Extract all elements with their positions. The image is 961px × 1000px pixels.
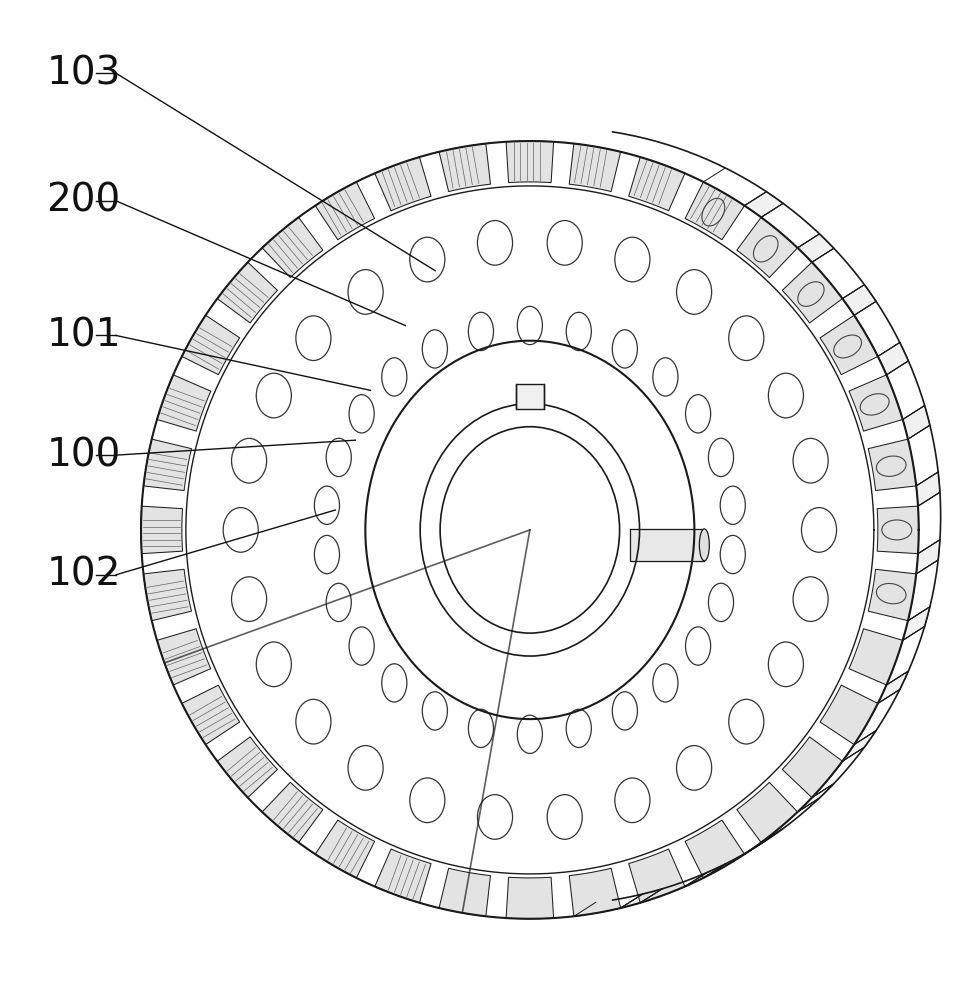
Text: 101: 101 — [46, 316, 121, 354]
Polygon shape — [375, 157, 431, 211]
Polygon shape — [877, 342, 908, 375]
Polygon shape — [798, 234, 834, 262]
Text: 102: 102 — [46, 556, 121, 594]
Polygon shape — [439, 144, 490, 192]
Polygon shape — [745, 192, 783, 217]
Polygon shape — [439, 868, 490, 916]
Polygon shape — [628, 849, 685, 903]
Polygon shape — [262, 217, 323, 277]
Polygon shape — [820, 685, 877, 745]
Polygon shape — [506, 141, 554, 183]
Polygon shape — [569, 144, 621, 192]
Polygon shape — [820, 315, 877, 375]
Polygon shape — [141, 141, 919, 919]
Polygon shape — [737, 782, 798, 843]
Polygon shape — [843, 731, 876, 761]
Polygon shape — [685, 820, 745, 878]
Polygon shape — [916, 472, 940, 506]
Polygon shape — [628, 157, 685, 211]
Polygon shape — [745, 829, 783, 854]
Polygon shape — [315, 820, 375, 878]
Polygon shape — [157, 375, 210, 431]
Polygon shape — [843, 285, 876, 315]
Polygon shape — [916, 540, 940, 574]
Polygon shape — [262, 782, 323, 843]
Polygon shape — [157, 629, 210, 685]
Polygon shape — [621, 889, 662, 908]
Polygon shape — [782, 262, 843, 323]
Polygon shape — [849, 375, 902, 431]
Polygon shape — [798, 784, 834, 812]
Polygon shape — [737, 217, 798, 277]
Polygon shape — [782, 737, 843, 798]
Polygon shape — [569, 868, 621, 916]
Polygon shape — [902, 607, 930, 640]
Polygon shape — [629, 529, 704, 561]
Polygon shape — [902, 406, 930, 439]
Polygon shape — [506, 877, 554, 919]
Polygon shape — [685, 182, 745, 240]
Polygon shape — [217, 262, 278, 323]
Polygon shape — [315, 182, 375, 240]
Polygon shape — [685, 864, 726, 887]
Polygon shape — [849, 629, 902, 685]
Polygon shape — [182, 685, 239, 745]
Text: 100: 100 — [46, 436, 121, 474]
Polygon shape — [141, 506, 183, 554]
Polygon shape — [143, 569, 191, 621]
Polygon shape — [217, 737, 278, 798]
Ellipse shape — [700, 529, 709, 561]
Polygon shape — [182, 315, 239, 375]
Polygon shape — [868, 569, 916, 621]
Polygon shape — [375, 849, 431, 903]
Polygon shape — [877, 506, 919, 554]
FancyBboxPatch shape — [516, 384, 544, 409]
Polygon shape — [868, 439, 916, 491]
Polygon shape — [143, 439, 191, 491]
Text: 103: 103 — [46, 54, 121, 92]
Text: 200: 200 — [46, 182, 120, 220]
Polygon shape — [877, 671, 908, 703]
